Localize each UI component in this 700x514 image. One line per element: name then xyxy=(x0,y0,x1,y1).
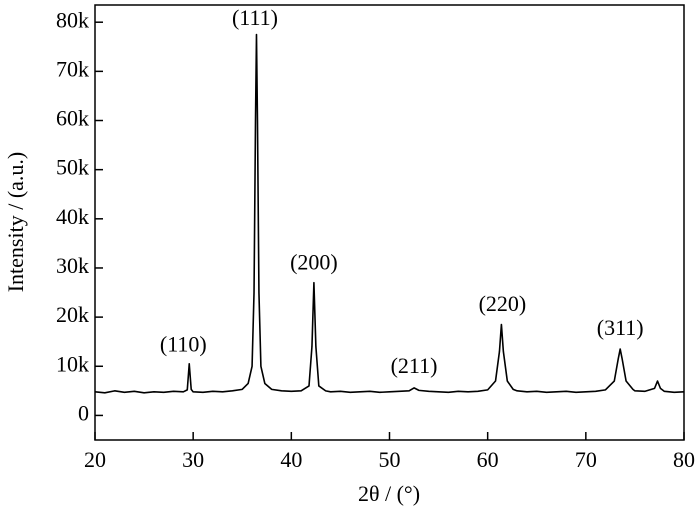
data-line xyxy=(94,33,685,394)
y-tick-label: 0 xyxy=(78,400,89,425)
y-tick-label: 10k xyxy=(56,351,89,376)
y-tick-label: 40k xyxy=(56,204,89,229)
peak-annotation: (311) xyxy=(597,315,644,340)
x-axis-label: 2θ / (°) xyxy=(358,481,420,506)
peak-annotation: (110) xyxy=(160,332,207,357)
y-tick-label: 50k xyxy=(56,155,89,180)
x-tick-label: 40 xyxy=(280,447,302,472)
peak-annotation: (200) xyxy=(290,250,338,275)
x-tick-label: 20 xyxy=(84,447,106,472)
x-tick-label: 60 xyxy=(477,447,499,472)
plot-frame xyxy=(94,4,685,441)
peak-annotation: (111) xyxy=(232,5,278,30)
x-tick-label: 70 xyxy=(575,447,597,472)
peak-annotation: (220) xyxy=(479,291,527,316)
y-tick-label: 20k xyxy=(56,302,89,327)
y-tick-label: 60k xyxy=(56,106,89,131)
y-axis-label: Intensity / (a.u.) xyxy=(3,152,28,293)
peak-annotation: (211) xyxy=(391,353,438,378)
y-tick-label: 30k xyxy=(56,253,89,278)
x-tick-label: 80 xyxy=(673,447,695,472)
y-tick-label: 80k xyxy=(56,7,89,32)
x-tick-label: 30 xyxy=(182,447,204,472)
y-tick-label: 70k xyxy=(56,56,89,81)
x-tick-label: 50 xyxy=(379,447,401,472)
